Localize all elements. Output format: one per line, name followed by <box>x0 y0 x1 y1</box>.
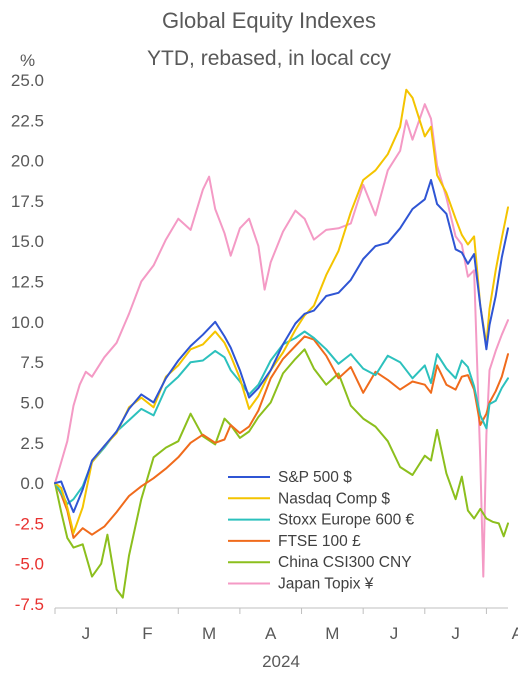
x-tick-label: M <box>325 624 339 643</box>
y-tick-label: 10.0 <box>11 313 44 332</box>
series-line <box>54 88 509 535</box>
legend: S&P 500 $ Nasdaq Comp $ Stoxx Europe 600 €… <box>228 469 415 593</box>
legend-label: China CSI300 CNY <box>278 554 412 571</box>
series-line <box>54 330 509 505</box>
series-line <box>54 179 509 514</box>
chart-subtitle: YTD, rebased, in local ccy <box>147 47 391 70</box>
y-tick-label: 12.5 <box>11 273 44 292</box>
series-line <box>54 335 509 539</box>
y-tick-label: 25.0 <box>11 71 44 90</box>
y-tick-label: -5.0 <box>15 555 44 574</box>
y-tick-label: 0.0 <box>20 474 44 493</box>
y-tick-label: 7.5 <box>20 353 44 372</box>
y-tick-label: -7.5 <box>15 595 44 614</box>
legend-label: Stoxx Europe 600 € <box>278 512 415 529</box>
x-tick-label: A <box>265 624 277 643</box>
y-tick-label: 5.0 <box>20 393 44 412</box>
x-tick-label: J <box>451 624 460 643</box>
y-axis-ticks: 25.0 22.5 20.0 17.5 15.0 12.5 10.0 7.5 5.0 2.5 0.0… <box>11 71 44 614</box>
x-axis-year-label: 2024 <box>262 652 300 671</box>
x-tick-label: F <box>142 624 152 643</box>
y-tick-label: -2.5 <box>15 514 44 533</box>
y-axis-unit-label: % <box>20 51 35 70</box>
series-lines <box>54 88 509 599</box>
x-tick-label: J <box>82 624 91 643</box>
y-tick-label: 20.0 <box>11 152 44 171</box>
y-tick-label: 15.0 <box>11 232 44 251</box>
legend-label: S&P 500 $ <box>278 469 352 486</box>
x-tick-label: A <box>512 624 518 643</box>
x-tick-label: M <box>202 624 216 643</box>
y-tick-label: 22.5 <box>11 111 44 130</box>
series-line <box>54 348 509 599</box>
chart-title: Global Equity Indexes <box>162 8 376 33</box>
legend-label: Japan Topix ¥ <box>278 576 374 593</box>
legend-label: Nasdaq Comp $ <box>278 490 390 507</box>
y-tick-label: 2.5 <box>20 434 44 453</box>
y-tick-label: 17.5 <box>11 192 44 211</box>
x-tick-label: J <box>390 624 399 643</box>
legend-label: FTSE 100 £ <box>278 533 361 550</box>
